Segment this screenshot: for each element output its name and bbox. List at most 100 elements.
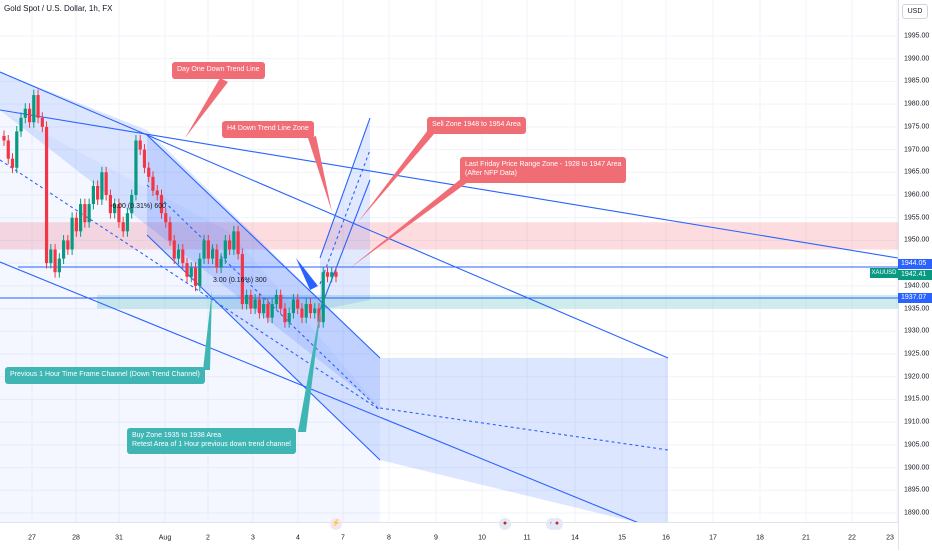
price-tick-label: 1970.00 (904, 146, 930, 154)
candle-body (57, 258, 61, 273)
time-tick-label: 27 (28, 534, 36, 542)
candle-body (155, 190, 159, 195)
channel-upper-line (0, 71, 669, 359)
note-day-one-trend-line[interactable]: Day One Down Trend Line (172, 62, 265, 79)
candle-body (210, 249, 215, 259)
projection-box (380, 358, 668, 522)
price-tick-label: 1940.00 (904, 282, 930, 290)
candle-body (198, 258, 202, 286)
note-h4-trend-zone[interactable]: H4 Down Trend Line Zone (222, 121, 314, 138)
note-day-one-text: Day One Down Trend Line (177, 66, 260, 73)
note-sell-zone[interactable]: Sell Zone 1948 to 1954 Area (427, 117, 526, 134)
note-last-friday-range[interactable]: Last Friday Price Range Zone - 1928 to 1… (460, 157, 627, 183)
price-chart[interactable] (0, 0, 898, 522)
candle-body (164, 213, 168, 223)
candle-body (113, 204, 117, 214)
note-buy-zone-line2: Retest Area of 1 Hour previous down tren… (132, 440, 291, 448)
candle-body (10, 158, 15, 168)
candle-body (159, 195, 164, 214)
candle-body (206, 240, 210, 259)
candle-body (70, 217, 74, 250)
candle-body (96, 185, 100, 200)
time-tick-label: 4 (296, 534, 300, 542)
us-flag-icon[interactable]: ● (499, 518, 511, 530)
price-tick-label: 1975.00 (904, 123, 930, 131)
candle-body (36, 95, 40, 118)
time-tick-label: Aug (158, 534, 172, 542)
candle-body (100, 172, 104, 200)
symbol-badge: XAUUSD (870, 268, 898, 278)
candle-body (83, 204, 87, 223)
candle-body (181, 249, 185, 264)
pointer-sell-zone (358, 130, 434, 222)
candle-body (104, 172, 108, 195)
time-tick-label: 8 (387, 534, 391, 542)
candle-body (321, 272, 325, 323)
candle-body (27, 108, 32, 123)
note-last-friday-line1: Last Friday Price Range Zone - 1928 to 1… (465, 161, 622, 168)
time-tick-label: 22 (848, 534, 856, 542)
candle-body (232, 231, 236, 250)
channel-lower-line (0, 261, 638, 522)
candle-body (117, 204, 121, 223)
candle-body (15, 131, 19, 168)
time-tick-label: 10 (478, 534, 486, 542)
us-flag-icon[interactable]: ● (551, 518, 563, 530)
candle-body (330, 272, 334, 277)
price-tick-label: 1895.00 (904, 486, 930, 494)
day-one-trend-line (0, 109, 898, 259)
chart-area[interactable]: Gold Spot / U.S. Dollar, 1h, FX -6.00 (0… (0, 0, 898, 522)
candle-body (266, 304, 270, 318)
price-tick-label: 1935.00 (904, 305, 930, 313)
price-tick-label: 1905.00 (904, 441, 930, 449)
lower-line-price-badge: 1937.07 (898, 293, 932, 303)
chart-title: Gold Spot / U.S. Dollar, 1h, FX (4, 4, 113, 13)
candle-body (121, 222, 125, 232)
time-tick-label: 21 (802, 534, 810, 542)
candle-body (291, 299, 296, 314)
pointer-day-one (185, 78, 228, 138)
candle-body (130, 195, 134, 214)
rise-upper-line (319, 117, 371, 259)
note-last-friday-line2: (After NFP Data) (465, 169, 517, 177)
candles (2, 89, 338, 328)
candle-body (125, 213, 130, 232)
candle-body (240, 254, 244, 305)
candle-body (304, 304, 308, 318)
note-previous-channel[interactable]: Previous 1 Hour Time Frame Channel (Down… (5, 367, 205, 384)
note-buy-zone[interactable]: Buy Zone 1935 to 1938 Area Retest Area o… (127, 428, 296, 454)
channel-mid-line (0, 159, 381, 411)
time-tick-label: 9 (434, 534, 438, 542)
candle-body (61, 240, 66, 259)
price-tick-label: 1990.00 (904, 55, 930, 63)
candle-body (325, 272, 330, 277)
candle-body (313, 308, 317, 314)
candle-body (253, 299, 257, 309)
currency-button[interactable]: USD (902, 4, 928, 19)
note-h4-text: H4 Down Trend Line Zone (227, 125, 309, 132)
pointer-previous-channel (203, 290, 212, 370)
candle-body (172, 240, 176, 259)
h4-upper-line (146, 134, 381, 359)
time-tick-label: 31 (115, 534, 123, 542)
price-tick-label: 1950.00 (904, 236, 930, 244)
price-tick-label: 1910.00 (904, 418, 930, 426)
candle-body (53, 249, 57, 273)
candle-body (6, 140, 10, 159)
time-tick-label: 23 (886, 534, 894, 542)
time-axis[interactable]: 27 28 31 Aug 2 3 4 7 8 9 10 11 14 15 16 17 18 21 22 23 (0, 522, 898, 551)
price-tick-label: 1980.00 (904, 100, 930, 108)
arrow-pointer (296, 258, 318, 290)
candle-body (134, 140, 138, 195)
measure-label-1: -6.00 (0.31%) 600 (110, 203, 167, 210)
pointer-buy-zone (298, 300, 322, 432)
price-tick-label: 1920.00 (904, 373, 930, 381)
price-tick-label: 1960.00 (904, 191, 930, 199)
thunder-icon[interactable]: ⚡ (330, 518, 342, 530)
annotation-pointers (185, 78, 468, 432)
time-tick-label: 28 (72, 534, 80, 542)
time-tick-label: 16 (662, 534, 670, 542)
candle-body (215, 249, 219, 268)
note-previous-channel-text: Previous 1 Hour Time Frame Channel (Down… (10, 371, 200, 378)
time-tick-label: 15 (618, 534, 626, 542)
